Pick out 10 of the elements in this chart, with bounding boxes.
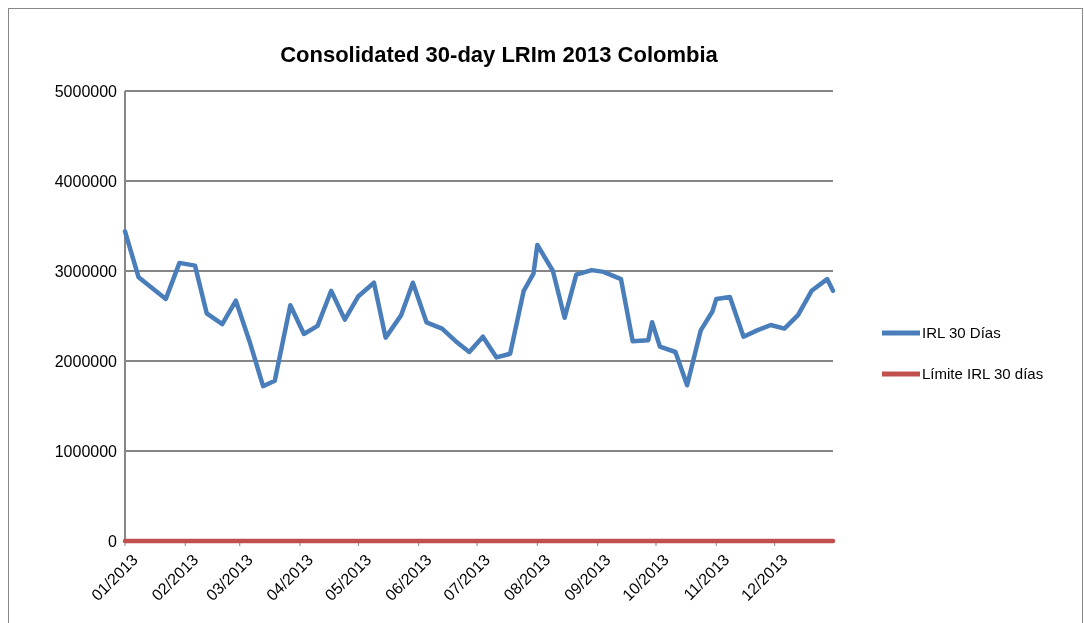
y-tick-label: 0 xyxy=(108,532,118,550)
y-tick-label: 4000000 xyxy=(54,172,118,190)
y-tick-label: 3000000 xyxy=(54,262,118,280)
y-tick-label: 1000000 xyxy=(54,442,118,460)
legend-label: IRL 30 Días xyxy=(922,324,1001,342)
line-series xyxy=(122,229,836,389)
y-tick-label: 2000000 xyxy=(54,352,118,370)
chart-title: Consolidated 30-day LRIm 2013 Colombia xyxy=(280,42,719,67)
y-tick-label: 5000000 xyxy=(54,82,118,100)
legend-label: Límite IRL 30 días xyxy=(922,365,1044,383)
